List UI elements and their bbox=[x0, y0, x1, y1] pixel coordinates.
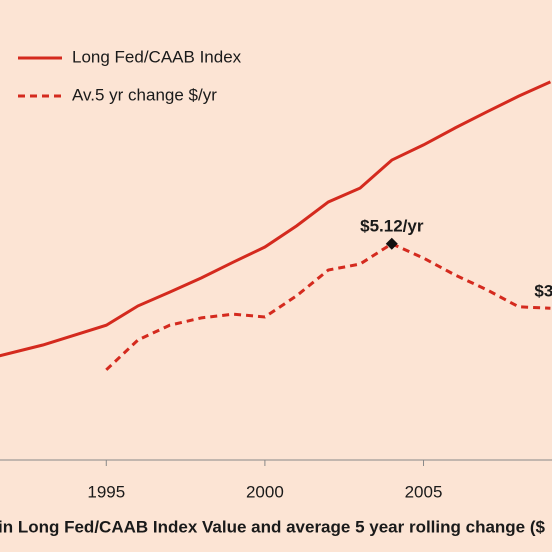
annotation: $3 bbox=[534, 282, 552, 301]
annotation: $5.12/yr bbox=[360, 216, 424, 235]
legend-label: Long Fed/CAAB Index bbox=[72, 47, 242, 66]
x-axis-label: in Long Fed/CAAB Index Value and average… bbox=[0, 517, 546, 536]
x-tick-label: 2000 bbox=[246, 482, 284, 501]
series-line bbox=[0, 80, 552, 358]
legend-label: Av.5 yr change $/yr bbox=[72, 85, 217, 104]
x-tick-label: 1995 bbox=[87, 482, 125, 501]
series-line bbox=[105, 242, 551, 371]
plot-area bbox=[0, 80, 552, 371]
x-tick-label: 2005 bbox=[405, 482, 443, 501]
point-marker bbox=[385, 237, 398, 250]
